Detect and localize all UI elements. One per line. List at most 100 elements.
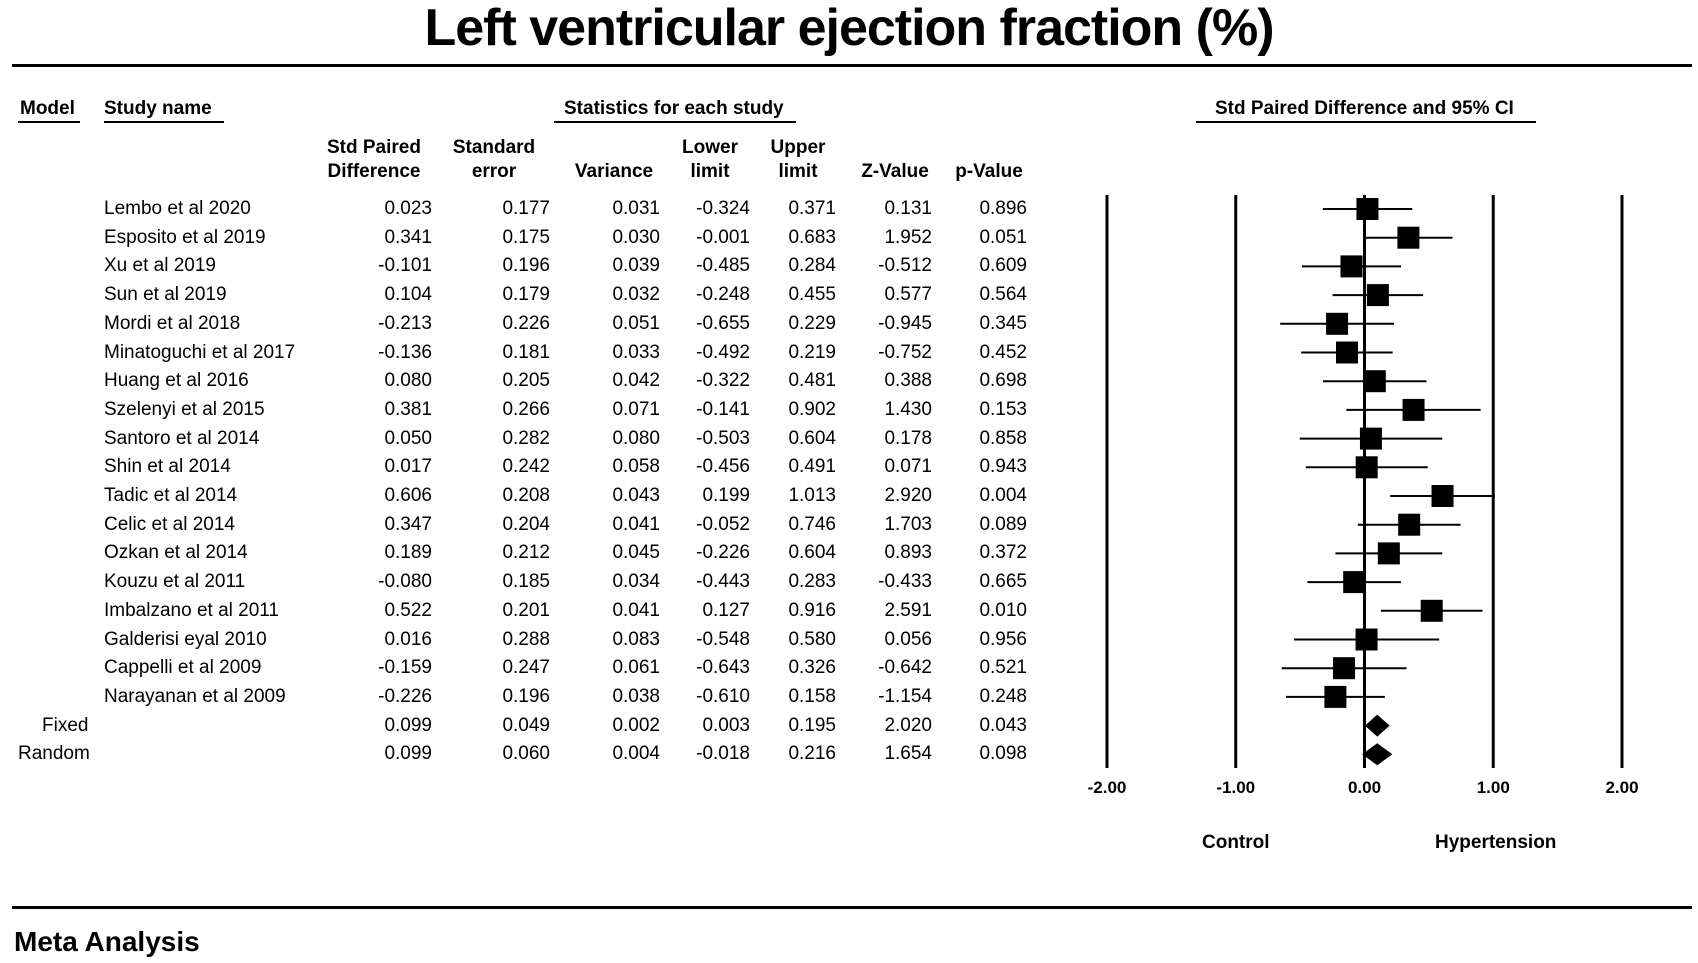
study-upper-limit: 0.284 (788, 255, 836, 277)
study-lower-limit: -0.001 (696, 226, 750, 248)
study-variance: 0.042 (612, 370, 660, 392)
tick-label: 1.00 (1476, 778, 1510, 797)
study-z-value: 0.178 (884, 427, 932, 449)
study-name: Narayanan et al 2009 (104, 685, 286, 707)
study-upper-limit: 0.229 (788, 312, 836, 334)
study-p-value: 0.248 (979, 685, 1027, 707)
study-z-value: 0.131 (884, 198, 932, 219)
effect-marker (1431, 485, 1454, 507)
study-name: Imbalzano et al 2011 (104, 599, 279, 621)
study-variance: 0.034 (612, 571, 660, 593)
study-variance: 0.051 (612, 312, 660, 334)
study-std-error: 0.175 (502, 226, 550, 248)
study-std-error: 0.266 (502, 398, 550, 420)
study-name: Shin et al 2014 (104, 456, 231, 478)
study-lower-limit: -0.226 (696, 542, 750, 564)
study-variance: 0.045 (612, 542, 660, 564)
study-p-value: 0.004 (979, 485, 1027, 506)
study-p-value: 0.943 (979, 456, 1027, 478)
col-lower-limit: Lower limit (682, 137, 738, 182)
top-rule (12, 64, 1692, 67)
study-name: Esposito et al 2019 (104, 226, 266, 248)
tick-label: 2.00 (1605, 778, 1639, 797)
chart-title: Left ventricular ejection fraction (%) (424, 0, 1274, 57)
study-z-value: -1.154 (878, 685, 932, 707)
study-variance: 0.039 (612, 255, 660, 277)
study-std-error: 0.177 (502, 198, 550, 219)
summary-model: Fixed (42, 714, 89, 736)
study-z-value: 0.071 (884, 456, 932, 478)
summary-diamond (1362, 743, 1393, 766)
header-statistics: Statistics for each study (564, 98, 784, 119)
study-name: Xu et al 2019 (104, 255, 216, 277)
col-variance: Variance (574, 161, 654, 182)
study-std-diff: -0.080 (378, 571, 432, 593)
study-z-value: 0.056 (884, 628, 932, 650)
study-upper-limit: 1.013 (788, 485, 836, 506)
study-upper-limit: 0.746 (788, 513, 836, 535)
effect-marker (1335, 341, 1358, 364)
study-std-error: 0.208 (502, 485, 550, 506)
study-z-value: 1.952 (884, 226, 932, 248)
bottom-rule (12, 906, 1692, 909)
study-std-diff: 0.017 (384, 456, 432, 478)
study-lower-limit: 0.199 (702, 485, 750, 506)
study-std-error: 0.226 (502, 312, 550, 334)
study-p-value: 0.896 (979, 198, 1027, 219)
study-z-value: -0.752 (878, 341, 932, 363)
study-lower-limit: -0.322 (696, 370, 750, 392)
study-upper-limit: 0.916 (788, 599, 836, 621)
study-p-value: 0.956 (979, 628, 1027, 650)
tick-label: 0.00 (1347, 778, 1382, 797)
study-name: Szelenyi et al 2015 (104, 398, 265, 420)
col-p-value: p-Value (955, 161, 1023, 182)
study-lower-limit: -0.052 (696, 513, 750, 535)
study-std-error: 0.179 (502, 284, 550, 306)
effect-marker (1355, 628, 1378, 651)
study-variance: 0.083 (612, 628, 660, 650)
study-std-diff: 0.050 (384, 427, 432, 449)
study-name: Cappelli et al 2009 (104, 657, 262, 679)
header-statistics-underline (554, 121, 796, 123)
summary-p-value: 0.098 (979, 743, 1027, 765)
study-name: Huang et al 2016 (104, 370, 249, 392)
study-variance: 0.061 (612, 657, 660, 679)
header-study-name-underline (104, 121, 224, 123)
effect-marker (1366, 284, 1389, 307)
study-std-diff: 0.023 (384, 198, 432, 219)
study-p-value: 0.089 (979, 513, 1027, 535)
study-upper-limit: 0.219 (788, 341, 836, 363)
study-std-diff: 0.016 (384, 628, 432, 650)
study-variance: 0.030 (612, 226, 660, 248)
study-lower-limit: -0.248 (696, 284, 750, 306)
study-std-diff: 0.189 (384, 542, 432, 564)
study-std-error: 0.196 (502, 685, 550, 707)
study-std-error: 0.242 (502, 456, 550, 478)
study-upper-limit: 0.455 (788, 284, 836, 306)
study-p-value: 0.153 (979, 398, 1027, 420)
study-z-value: 1.703 (884, 513, 932, 535)
study-z-value: 2.920 (884, 485, 932, 506)
study-p-value: 0.010 (979, 599, 1027, 621)
study-name: Ozkan et al 2014 (104, 542, 248, 564)
study-variance: 0.043 (612, 485, 660, 506)
study-name: Sun et al 2019 (104, 284, 227, 306)
study-std-diff: -0.226 (378, 685, 432, 707)
study-upper-limit: 0.283 (788, 571, 836, 593)
study-name: Santoro et al 2014 (104, 427, 260, 449)
study-lower-limit: -0.643 (696, 657, 750, 679)
study-name: Mordi et al 2018 (104, 312, 241, 334)
effect-marker (1340, 255, 1363, 278)
summary-lower-limit: -0.018 (696, 743, 750, 765)
tick-label: -2.00 (1087, 778, 1127, 797)
study-std-diff: -0.213 (378, 312, 432, 334)
study-std-diff: 0.080 (384, 370, 432, 392)
study-variance: 0.032 (612, 284, 660, 306)
summary-p-value: 0.043 (979, 714, 1027, 736)
summary-lower-limit: 0.003 (702, 714, 750, 736)
study-upper-limit: 0.481 (788, 370, 836, 392)
study-lower-limit: 0.127 (702, 599, 750, 621)
study-std-diff: 0.381 (384, 398, 432, 420)
study-std-error: 0.282 (502, 427, 550, 449)
